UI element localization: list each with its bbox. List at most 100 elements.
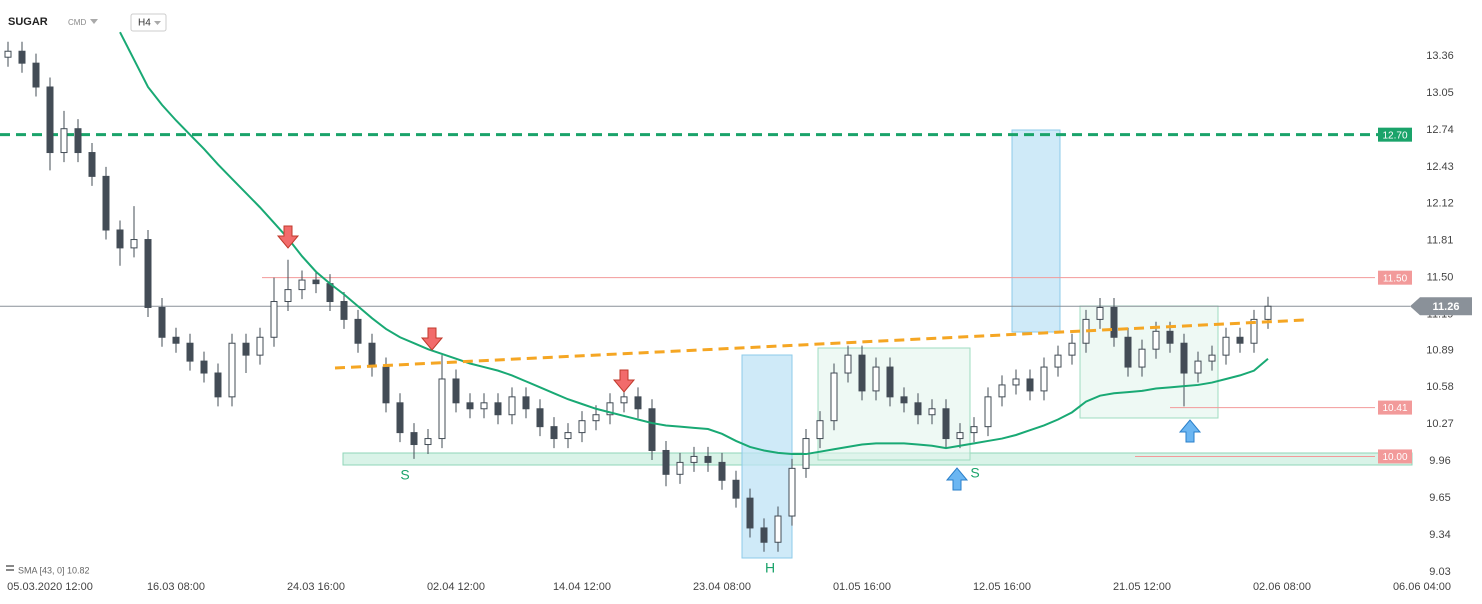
candle-body — [956, 432, 964, 440]
candle-body — [1152, 330, 1160, 350]
y-tick-label: 12.12 — [1426, 198, 1454, 210]
candle-body — [1040, 366, 1048, 392]
y-tick-label: 11.81 — [1427, 235, 1454, 247]
level-tag-label: 10.41 — [1382, 403, 1407, 414]
candle-body — [396, 402, 404, 434]
candle-body — [116, 229, 124, 249]
candle-body — [844, 354, 852, 374]
y-tick-label: 9.65 — [1429, 492, 1450, 504]
x-tick-label: 14.04 12:00 — [553, 581, 611, 593]
candle-body — [340, 301, 348, 320]
x-tick-label: 05.03.2020 12:00 — [7, 581, 93, 593]
candle-body — [368, 342, 376, 368]
candle-body — [270, 301, 278, 338]
candle-body — [872, 366, 880, 392]
candle-body — [522, 396, 530, 410]
x-tick-label: 23.04 08:00 — [693, 581, 751, 593]
candle-body — [914, 402, 922, 416]
dropdown-caret — [154, 21, 161, 25]
y-tick-label: 9.96 — [1429, 455, 1450, 467]
candle-body — [732, 479, 740, 499]
candle-body — [648, 408, 656, 451]
candle-body — [634, 396, 642, 410]
candle-body — [886, 366, 894, 398]
sma-line — [119, 31, 1269, 456]
level-tag-label: 12.70 — [1382, 130, 1407, 141]
y-tick-label: 9.03 — [1429, 566, 1450, 578]
y-tick-label: 13.36 — [1426, 50, 1454, 62]
candle-body — [816, 420, 824, 440]
candle-body — [508, 396, 516, 416]
interval[interactable]: H4 — [138, 18, 151, 29]
sell-arrow — [276, 225, 300, 249]
candle-body — [760, 527, 768, 543]
range-box — [817, 347, 971, 461]
candle-body — [494, 402, 502, 416]
candle-body — [550, 426, 558, 440]
candle-body — [18, 50, 26, 64]
x-tick-label: 06.06 04:00 — [1393, 581, 1451, 593]
candle-body — [438, 378, 446, 440]
candles — [4, 31, 1272, 552]
candle-body — [1180, 342, 1188, 374]
levels — [0, 133, 1410, 457]
level-tag — [1378, 127, 1412, 142]
candle-body — [382, 366, 390, 404]
overlay: S H S — [276, 225, 1306, 576]
x-tick-label: 01.05 16:00 — [833, 581, 891, 593]
candle-body — [676, 461, 684, 475]
candle-body — [1166, 330, 1174, 344]
level-tag-label: 11.50 — [1383, 273, 1408, 284]
candle-body — [200, 360, 208, 374]
sell-arrow — [420, 327, 444, 351]
candle-body — [256, 336, 264, 356]
buy-arrow — [1178, 419, 1202, 443]
candle-body — [662, 449, 670, 475]
interval-select[interactable] — [130, 13, 167, 32]
candle-body — [984, 396, 992, 428]
candle-body — [774, 515, 782, 543]
candle-body — [788, 467, 796, 517]
candle-body — [1026, 378, 1034, 392]
candle-body — [452, 378, 460, 404]
candle-body — [466, 402, 474, 410]
level-tag — [1378, 270, 1412, 285]
candle-body — [186, 342, 194, 362]
candle-body — [1208, 354, 1216, 362]
candle-body — [144, 239, 152, 308]
candle-body — [1264, 305, 1272, 320]
candle-body — [312, 279, 320, 285]
pattern-label: S — [400, 467, 409, 483]
y-tick-label: 10.27 — [1426, 418, 1454, 430]
candle-body — [46, 86, 54, 154]
candle-body — [536, 408, 544, 428]
candle-body — [928, 408, 936, 416]
price-tag-label: 11.26 — [1433, 301, 1460, 313]
x-tick-label: 02.06 08:00 — [1253, 581, 1311, 593]
legend-icon — [6, 565, 14, 567]
header: SUGAR CMD H4 — [8, 13, 167, 32]
candle-body — [1012, 378, 1020, 386]
pattern-label: H — [765, 560, 775, 576]
candle-body — [564, 432, 572, 440]
zones — [342, 129, 1413, 559]
symbol: SUGAR — [8, 16, 48, 28]
candle-body — [592, 414, 600, 422]
candle-body — [1194, 360, 1202, 374]
y-tick-label: 13.05 — [1426, 87, 1454, 99]
level-tag — [1378, 449, 1412, 464]
candle-body — [858, 354, 866, 392]
candle-body — [1236, 336, 1244, 344]
indicator-legend: SMA [43, 0] 10.82 — [6, 565, 90, 575]
measure-box — [1011, 129, 1061, 333]
dropdown-caret[interactable] — [90, 19, 98, 24]
y-tick-label: 12.43 — [1426, 161, 1454, 173]
candle-body — [830, 372, 838, 422]
candle-body — [1054, 354, 1062, 368]
price-tag — [1410, 297, 1472, 316]
candle-body — [158, 306, 166, 338]
candle-body — [172, 336, 180, 344]
legend-label: SMA [43, 0] 10.82 — [18, 565, 90, 575]
candle-body — [1124, 336, 1132, 368]
